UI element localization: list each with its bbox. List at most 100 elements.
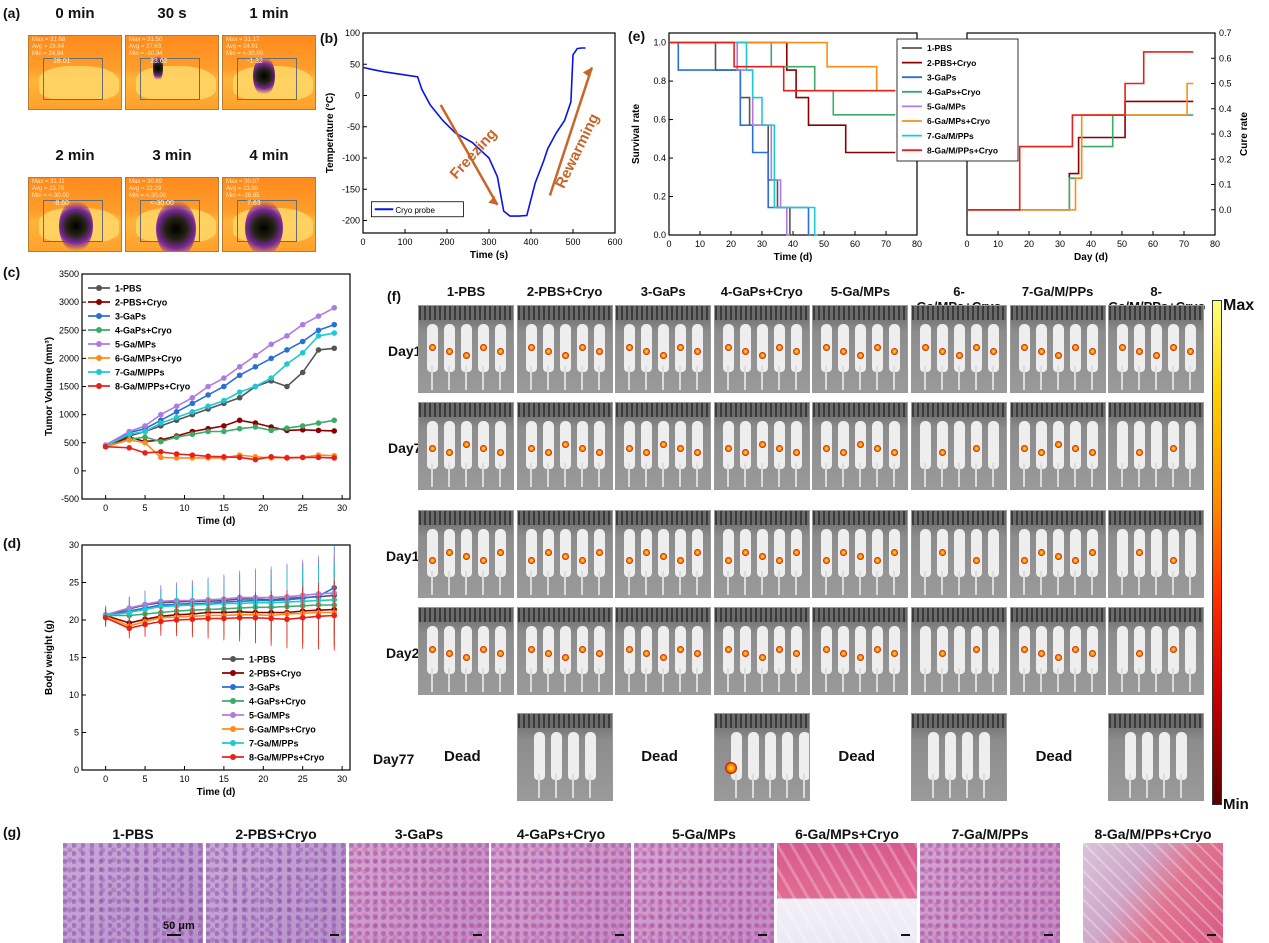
- mouse-tail: [1172, 366, 1175, 390]
- y-axis-label: Tumor Volume (mm³): [44, 337, 55, 436]
- y-tick-label: -500: [61, 494, 79, 504]
- mouse: [722, 529, 734, 577]
- mouse: [730, 732, 742, 780]
- mouse-tail: [975, 463, 977, 487]
- chart-body-weight: 0 5 10 15 20 25 30 0 5 10 15 20 25 30 Time (d) Body wei…: [44, 540, 351, 798]
- mouse-tail: [431, 463, 433, 487]
- cage-rack: [616, 306, 711, 320]
- mouse-tail: [802, 774, 805, 798]
- y-tick-label: -50: [347, 122, 360, 132]
- mouse-tail: [1121, 366, 1124, 390]
- bioluminescence-spot: [874, 557, 882, 564]
- data-point: [189, 616, 196, 623]
- bioluminescence-spot: [660, 553, 668, 560]
- survival-series-line: [669, 41, 896, 154]
- data-point: [299, 427, 306, 433]
- mouse-tail: [1073, 668, 1076, 692]
- bioluminescence-spot: [1020, 445, 1028, 452]
- data-point: [189, 394, 196, 401]
- mouse: [1151, 421, 1163, 469]
- mouse-tail: [941, 463, 943, 487]
- mouse-tail: [1073, 571, 1076, 595]
- mouse: [920, 421, 931, 469]
- data-point: [331, 345, 338, 352]
- mouse-tail: [1121, 463, 1124, 487]
- mouse-tail: [1189, 668, 1192, 692]
- mouse-tail: [743, 366, 746, 390]
- thermo-stat-avg: Avg = 27.63: [129, 44, 162, 50]
- bioluminescence-spot: [463, 654, 470, 661]
- mouse: [1052, 626, 1064, 674]
- legend-label: 2-PBS+Cryo: [249, 669, 302, 679]
- x-axis-label: Time (d): [774, 252, 813, 263]
- mouse-tail: [597, 668, 600, 692]
- ivis-image: [1009, 402, 1106, 490]
- mouse-tail: [1090, 463, 1093, 487]
- histology-image: [634, 843, 774, 943]
- bioluminescence-spot: [544, 650, 552, 657]
- ivis-row-label: Day14: [386, 548, 428, 564]
- bioluminescence-spot: [643, 549, 651, 556]
- mouse-tail: [499, 571, 501, 595]
- mouse: [692, 421, 704, 469]
- mouse: [461, 626, 472, 674]
- mouse-tail: [859, 668, 862, 692]
- survival-frame: [668, 32, 918, 236]
- y-tick-label: 0.4: [653, 153, 666, 163]
- mouse-tail: [751, 774, 754, 798]
- y-tick-label: 100: [345, 28, 360, 38]
- mouse-tail: [760, 463, 763, 487]
- mouse: [1159, 732, 1171, 780]
- mouse-tail: [760, 571, 763, 595]
- bioluminescence-spot: [544, 348, 552, 355]
- mouse-tail: [1121, 571, 1124, 595]
- mouse-tail: [941, 571, 943, 595]
- thermo-stat-min: Min = <-30.00: [32, 193, 70, 199]
- mouse-silhouette: [136, 66, 216, 100]
- mouse: [1176, 732, 1188, 780]
- mouse: [1185, 626, 1197, 674]
- bioluminescence-spot: [758, 352, 766, 359]
- mouse-tail: [431, 668, 433, 692]
- rewarming-arrowhead: [582, 67, 592, 78]
- thermo-stat-max: Max = 30.07: [226, 179, 260, 185]
- y-tick-label: 2500: [59, 325, 79, 335]
- data-point: [236, 364, 243, 370]
- x-tick-label: 70: [881, 239, 891, 249]
- cage-rack: [517, 714, 612, 728]
- ivis-image: [418, 607, 514, 695]
- cage-rack: [1010, 608, 1105, 622]
- mouse: [764, 732, 776, 780]
- cage-rack: [1109, 511, 1204, 525]
- histology-image: [491, 843, 631, 943]
- mouse: [593, 421, 605, 469]
- mouse-tail: [983, 774, 985, 798]
- bioluminescence-spot: [1054, 553, 1062, 560]
- mouse: [1151, 626, 1163, 674]
- legend-label: 6-Ga/MPs+Cryo: [249, 725, 316, 735]
- temperature-series-line: [362, 47, 586, 217]
- ivis-image: [1108, 607, 1205, 695]
- mouse: [790, 421, 802, 469]
- y-tick-label: 25: [69, 578, 79, 588]
- legend-label: 5-Ga/MPs: [115, 340, 156, 350]
- bioluminescence-spot: [840, 650, 848, 657]
- ivis-image: [812, 402, 909, 490]
- ivis-row-label: Day21: [386, 645, 428, 661]
- legend-label: 8-Ga/M/PPs+Cryo: [249, 753, 325, 763]
- x-tick-label: 0: [103, 503, 108, 513]
- ivis-image: [911, 607, 1007, 695]
- bioluminescence-spot: [840, 549, 848, 556]
- data-point: [189, 452, 196, 458]
- legend-marker: [96, 355, 102, 361]
- y-tick-label: 15: [69, 653, 79, 663]
- bioluminescence-spot: [857, 441, 865, 448]
- mouse-tail: [1022, 668, 1025, 692]
- mouse-tail: [571, 774, 574, 798]
- ivis-image: [615, 510, 712, 598]
- bioluminescence-spot: [660, 352, 668, 359]
- bioluminescence-spot: [626, 646, 634, 653]
- ivis-image: [911, 305, 1007, 393]
- legend-label: 6-Ga/MPs+Cryo: [115, 354, 182, 364]
- cage-rack: [1010, 511, 1105, 525]
